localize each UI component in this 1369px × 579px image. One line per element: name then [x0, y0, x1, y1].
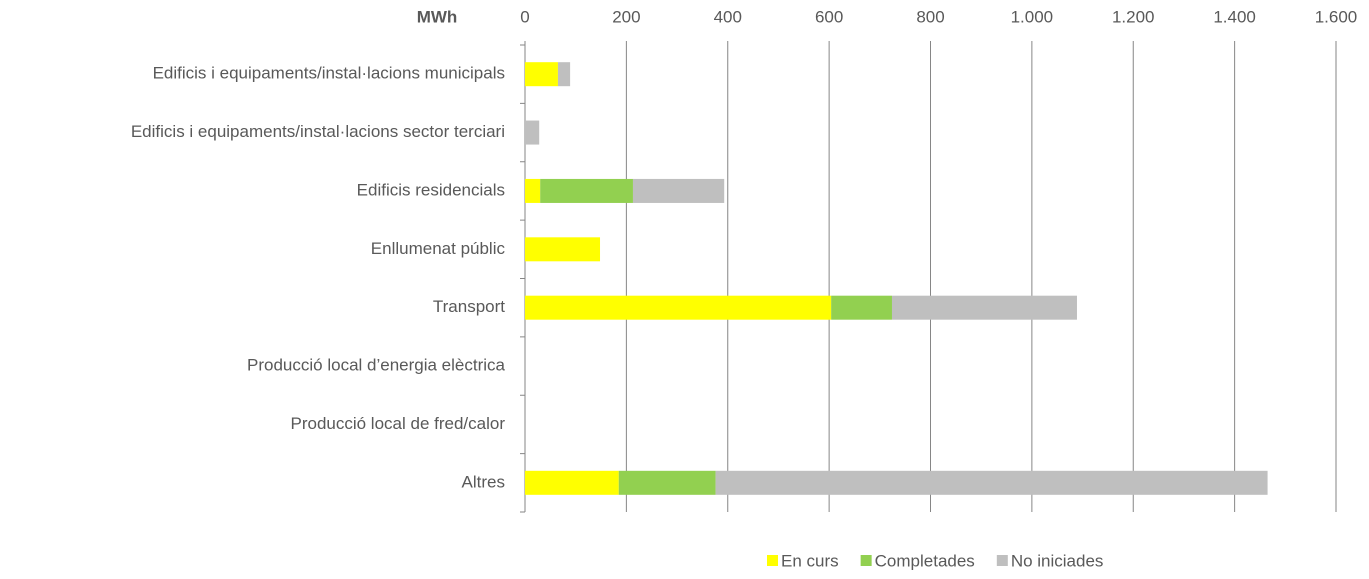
x-tick-label: 200 — [612, 7, 640, 26]
bar-segment — [525, 295, 832, 320]
x-tick-label: 1.600 — [1315, 7, 1358, 26]
x-tick-label: 800 — [916, 7, 944, 26]
x-tick-label: 1.000 — [1011, 7, 1054, 26]
bar-segment — [715, 470, 1268, 495]
x-tick-label: 1.200 — [1112, 7, 1155, 26]
bar-segment — [525, 120, 540, 145]
bar-segment — [525, 178, 541, 203]
legend-label: Completades — [875, 551, 975, 570]
y-tick-label: Edificis i equipaments/instal·lacions mu… — [153, 64, 505, 83]
x-tick-label: 0 — [520, 7, 529, 26]
y-tick-label: Enllumenat públic — [371, 239, 506, 258]
bar-segment — [525, 237, 601, 262]
bar-segment — [618, 470, 716, 495]
y-tick-label: Edificis i equipaments/instal·lacions se… — [131, 122, 505, 141]
bar-segment — [557, 62, 571, 87]
legend-swatch — [767, 555, 778, 566]
y-tick-label: Producció local d’energia elèctrica — [247, 356, 506, 375]
x-tick-label: 1.400 — [1213, 7, 1256, 26]
y-tick-label: Edificis residencials — [357, 180, 505, 199]
legend-label: No iniciades — [1011, 551, 1104, 570]
bar-segment — [632, 178, 725, 203]
bar-segment — [540, 178, 633, 203]
bar-segment — [831, 295, 892, 320]
y-tick-label: Transport — [433, 297, 505, 316]
legend-swatch — [860, 555, 872, 566]
bar-segment — [891, 295, 1077, 320]
bar-segment — [525, 62, 558, 87]
y-tick-label: Altres — [462, 472, 505, 491]
x-axis-label: MWh — [417, 7, 458, 26]
y-tick-label: Producció local de fred/calor — [290, 414, 505, 433]
legend-label: En curs — [781, 551, 839, 570]
legend-swatch — [996, 555, 1008, 566]
x-tick-label: 400 — [714, 7, 742, 26]
x-tick-label: 600 — [815, 7, 843, 26]
bar-segment — [525, 470, 619, 495]
